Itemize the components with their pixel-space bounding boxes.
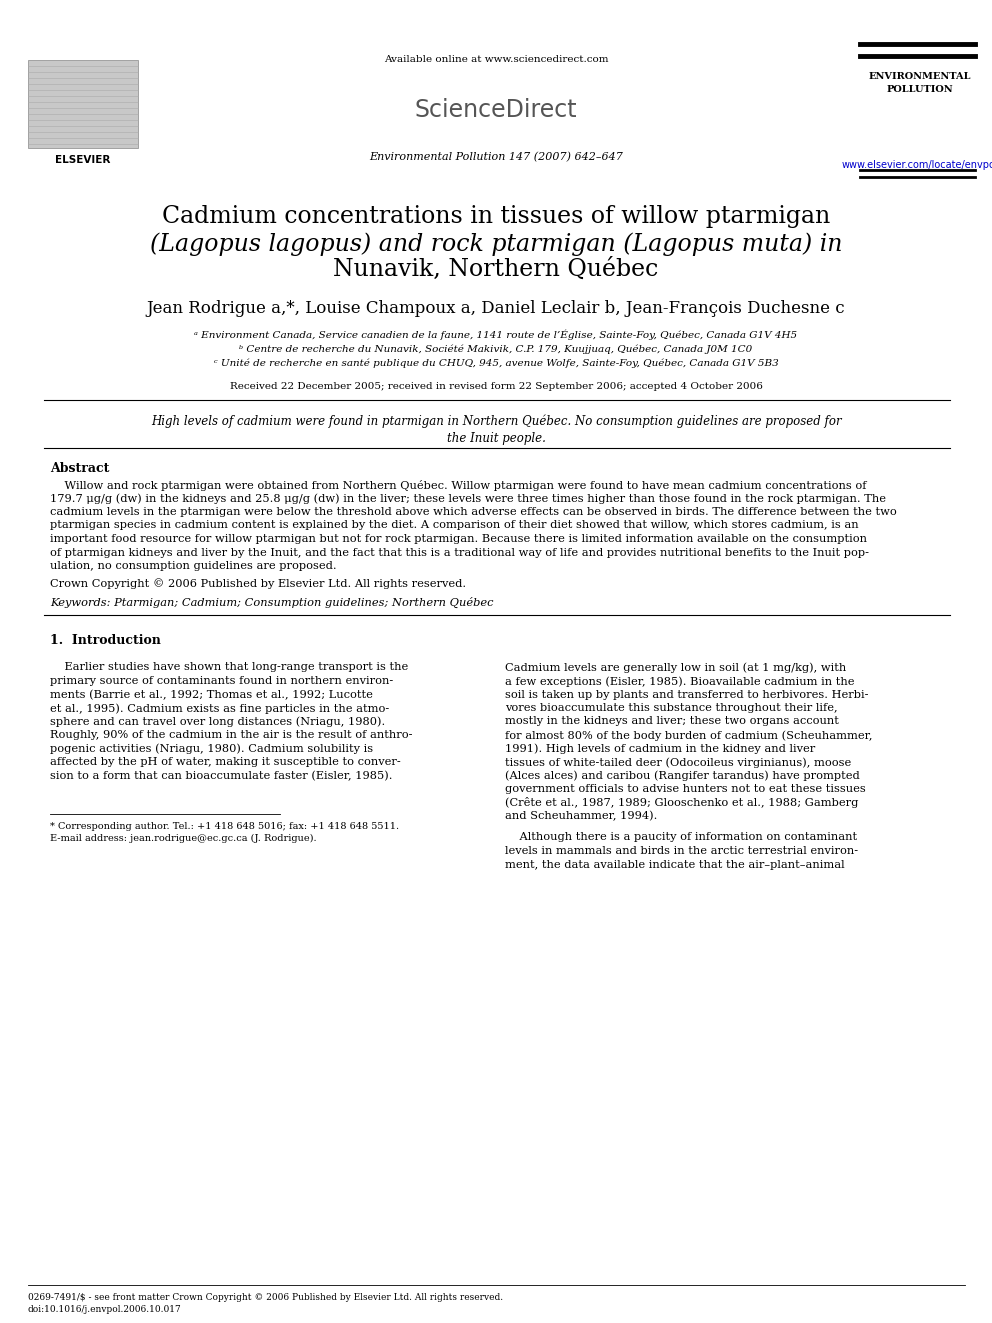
Text: Nunavik, Northern Québec: Nunavik, Northern Québec bbox=[333, 258, 659, 282]
Text: cadmium levels in the ptarmigan were below the threshold above which adverse eff: cadmium levels in the ptarmigan were bel… bbox=[50, 507, 897, 517]
Text: 0269-7491/$ - see front matter Crown Copyright © 2006 Published by Elsevier Ltd.: 0269-7491/$ - see front matter Crown Cop… bbox=[28, 1293, 503, 1302]
Text: Earlier studies have shown that long-range transport is the: Earlier studies have shown that long-ran… bbox=[50, 663, 409, 672]
Text: High levels of cadmium were found in ptarmigan in Northern Québec. No consumptio: High levels of cadmium were found in pta… bbox=[151, 415, 841, 429]
Text: primary source of contaminants found in northern environ-: primary source of contaminants found in … bbox=[50, 676, 393, 687]
Text: ptarmigan species in cadmium content is explained by the diet. A comparison of t: ptarmigan species in cadmium content is … bbox=[50, 520, 859, 531]
Text: government officials to advise hunters not to eat these tissues: government officials to advise hunters n… bbox=[505, 785, 866, 794]
Text: for almost 80% of the body burden of cadmium (Scheuhammer,: for almost 80% of the body burden of cad… bbox=[505, 730, 873, 741]
Text: ᵇ Centre de recherche du Nunavik, Société Makivik, C.P. 179, Kuujjuaq, Québec, C: ᵇ Centre de recherche du Nunavik, Sociét… bbox=[239, 344, 753, 353]
Text: doi:10.1016/j.envpol.2006.10.017: doi:10.1016/j.envpol.2006.10.017 bbox=[28, 1304, 182, 1314]
Text: Jean Rodrigue a,*, Louise Champoux a, Daniel Leclair b, Jean-François Duchesne c: Jean Rodrigue a,*, Louise Champoux a, Da… bbox=[147, 300, 845, 318]
Text: pogenic activities (Nriagu, 1980). Cadmium solubility is: pogenic activities (Nriagu, 1980). Cadmi… bbox=[50, 744, 373, 754]
Text: ENVIRONMENTAL: ENVIRONMENTAL bbox=[869, 71, 971, 81]
Text: ulation, no consumption guidelines are proposed.: ulation, no consumption guidelines are p… bbox=[50, 561, 336, 572]
Text: Crown Copyright © 2006 Published by Elsevier Ltd. All rights reserved.: Crown Copyright © 2006 Published by Else… bbox=[50, 578, 466, 589]
Text: et al., 1995). Cadmium exists as fine particles in the atmo-: et al., 1995). Cadmium exists as fine pa… bbox=[50, 703, 389, 713]
Text: Although there is a paucity of information on contaminant: Although there is a paucity of informati… bbox=[505, 832, 857, 843]
Text: vores bioaccumulate this substance throughout their life,: vores bioaccumulate this substance throu… bbox=[505, 703, 837, 713]
Text: affected by the pH of water, making it susceptible to conver-: affected by the pH of water, making it s… bbox=[50, 757, 401, 767]
Text: ment, the data available indicate that the air–plant–animal: ment, the data available indicate that t… bbox=[505, 860, 844, 869]
Text: Keywords: Ptarmigan; Cadmium; Consumption guidelines; Northern Québec: Keywords: Ptarmigan; Cadmium; Consumptio… bbox=[50, 597, 493, 607]
Text: and Scheuhammer, 1994).: and Scheuhammer, 1994). bbox=[505, 811, 658, 822]
Text: sion to a form that can bioaccumulate faster (Eisler, 1985).: sion to a form that can bioaccumulate fa… bbox=[50, 770, 393, 781]
Text: soil is taken up by plants and transferred to herbivores. Herbi-: soil is taken up by plants and transferr… bbox=[505, 689, 869, 700]
Text: (​Lagopus lagopus​) and rock ptarmigan (​Lagopus muta​) in: (​Lagopus lagopus​) and rock ptarmigan (… bbox=[150, 232, 842, 255]
Text: 1.  Introduction: 1. Introduction bbox=[50, 635, 161, 647]
Text: Abstract: Abstract bbox=[50, 462, 109, 475]
Bar bbox=[28, 60, 138, 148]
Text: tissues of white-tailed deer (Odocoileus virginianus), moose: tissues of white-tailed deer (Odocoileus… bbox=[505, 757, 851, 767]
Text: Cadmium levels are generally low in soil (at 1 mg/kg), with: Cadmium levels are generally low in soil… bbox=[505, 663, 846, 673]
Text: (Alces alces) and caribou (Rangifer tarandus) have prompted: (Alces alces) and caribou (Rangifer tara… bbox=[505, 770, 860, 781]
Text: ᶜ Unité de recherche en santé publique du CHUQ, 945, avenue Wolfe, Sainte-Foy, Q: ᶜ Unité de recherche en santé publique d… bbox=[213, 359, 779, 368]
Text: Received 22 December 2005; received in revised form 22 September 2006; accepted : Received 22 December 2005; received in r… bbox=[229, 382, 763, 392]
Text: (Crête et al., 1987, 1989; Glooschenko et al., 1988; Gamberg: (Crête et al., 1987, 1989; Glooschenko e… bbox=[505, 798, 858, 808]
Text: Environmental Pollution 147 (2007) 642–647: Environmental Pollution 147 (2007) 642–6… bbox=[369, 152, 623, 163]
Text: sphere and can travel over long distances (Nriagu, 1980).: sphere and can travel over long distance… bbox=[50, 717, 385, 728]
Text: the Inuit people.: the Inuit people. bbox=[446, 433, 546, 445]
Text: Willow and rock ptarmigan were obtained from Northern Québec. Willow ptarmigan w: Willow and rock ptarmigan were obtained … bbox=[50, 480, 866, 491]
Text: ᵃ Environment Canada, Service canadien de la faune, 1141 route de l’Église, Sain: ᵃ Environment Canada, Service canadien d… bbox=[194, 329, 798, 340]
Text: ELSEVIER: ELSEVIER bbox=[56, 155, 111, 165]
Text: of ptarmigan kidneys and liver by the Inuit, and the fact that this is a traditi: of ptarmigan kidneys and liver by the In… bbox=[50, 548, 869, 557]
Text: Cadmium concentrations in tissues of willow ptarmigan: Cadmium concentrations in tissues of wil… bbox=[162, 205, 830, 228]
Text: mostly in the kidneys and liver; these two organs account: mostly in the kidneys and liver; these t… bbox=[505, 717, 839, 726]
Text: Roughly, 90% of the cadmium in the air is the result of anthro-: Roughly, 90% of the cadmium in the air i… bbox=[50, 730, 413, 740]
Text: ScienceDirect: ScienceDirect bbox=[415, 98, 577, 122]
Text: important food resource for willow ptarmigan but not for rock ptarmigan. Because: important food resource for willow ptarm… bbox=[50, 534, 867, 544]
Text: 179.7 μg/g (dw) in the kidneys and 25.8 μg/g (dw) in the liver; these levels wer: 179.7 μg/g (dw) in the kidneys and 25.8 … bbox=[50, 493, 886, 504]
Text: levels in mammals and birds in the arctic terrestrial environ-: levels in mammals and birds in the arcti… bbox=[505, 845, 858, 856]
Text: Available online at www.sciencedirect.com: Available online at www.sciencedirect.co… bbox=[384, 56, 608, 64]
Text: ments (Barrie et al., 1992; Thomas et al., 1992; Lucotte: ments (Barrie et al., 1992; Thomas et al… bbox=[50, 689, 373, 700]
Text: 1991). High levels of cadmium in the kidney and liver: 1991). High levels of cadmium in the kid… bbox=[505, 744, 815, 754]
Text: a few exceptions (Eisler, 1985). Bioavailable cadmium in the: a few exceptions (Eisler, 1985). Bioavai… bbox=[505, 676, 854, 687]
Text: E-mail address: jean.rodrigue@ec.gc.ca (J. Rodrigue).: E-mail address: jean.rodrigue@ec.gc.ca (… bbox=[50, 833, 316, 843]
Text: POLLUTION: POLLUTION bbox=[887, 85, 953, 94]
Text: * Corresponding author. Tel.: +1 418 648 5016; fax: +1 418 648 5511.: * Corresponding author. Tel.: +1 418 648… bbox=[50, 822, 399, 831]
Text: www.elsevier.com/locate/envpol: www.elsevier.com/locate/envpol bbox=[841, 160, 992, 169]
